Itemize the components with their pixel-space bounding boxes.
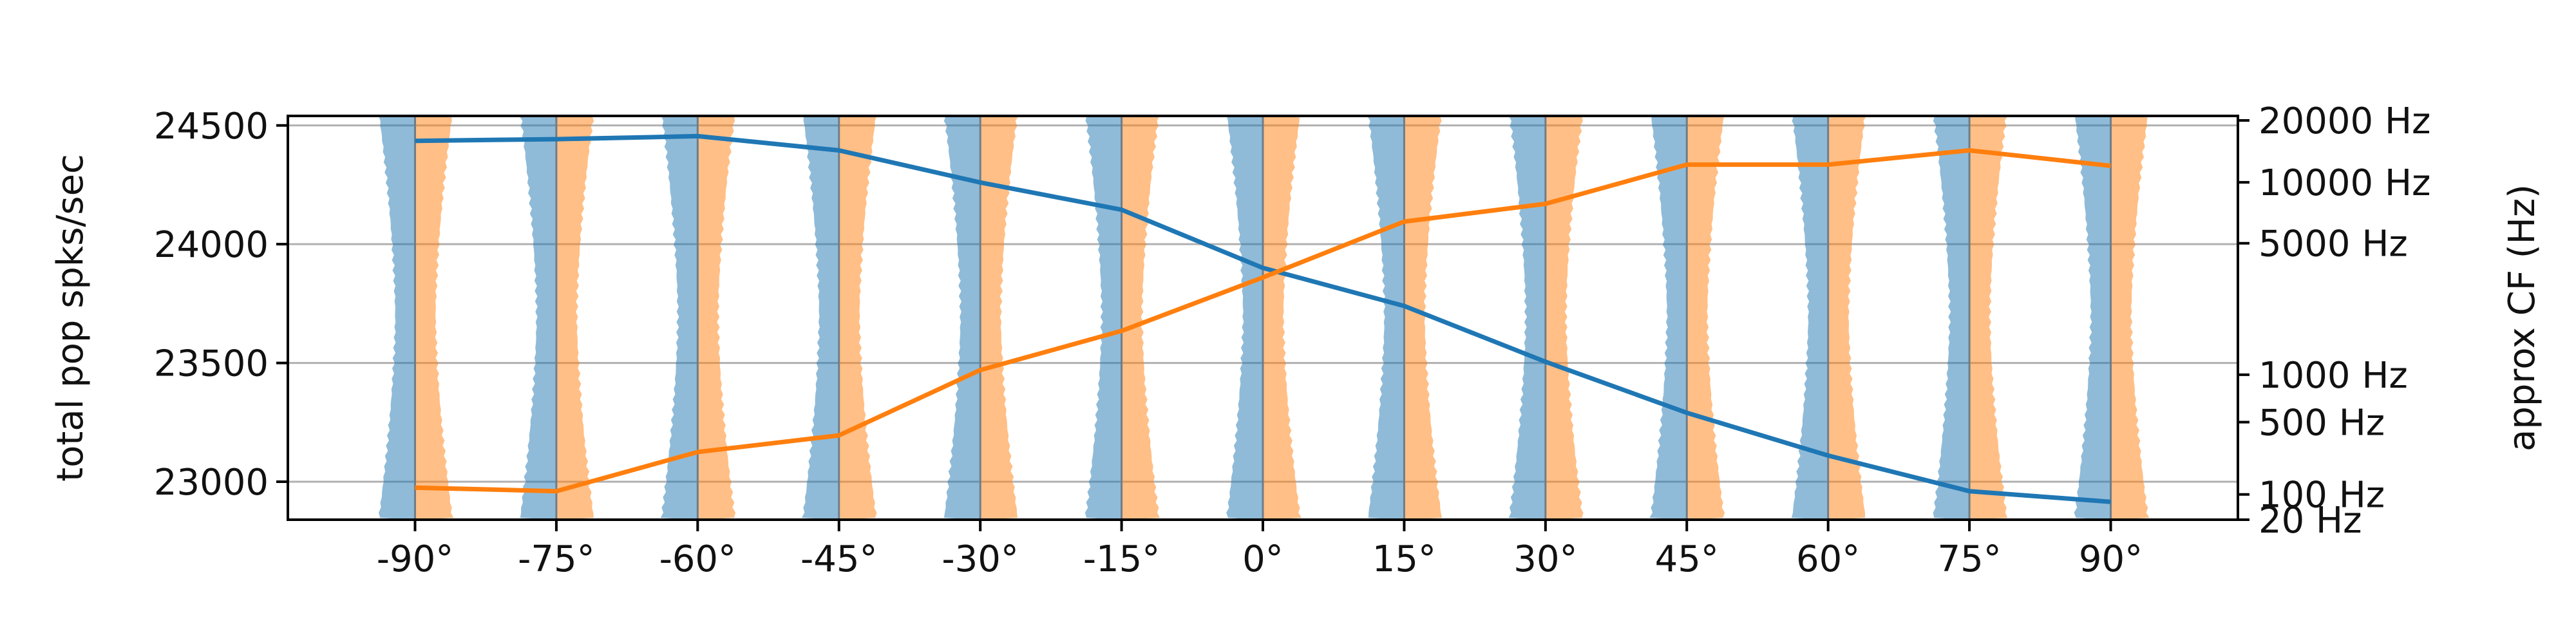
dist-right-12 <box>2110 116 2150 520</box>
x-tick-label: -15° <box>1083 538 1160 580</box>
x-tick-label: 15° <box>1372 538 1436 580</box>
x-tick-label: 45° <box>1655 538 1719 580</box>
dist-left-7 <box>1367 116 1405 520</box>
dist-left-6 <box>1226 116 1263 520</box>
y2-tick-label: 500 Hz <box>2259 402 2385 444</box>
dist-left-11 <box>1933 116 1970 520</box>
y-axis-left-title: total pop spks/sec <box>50 154 91 482</box>
y2-tick-label: 1000 Hz <box>2259 355 2408 397</box>
distribution-bands <box>378 116 2150 520</box>
x-tick-label: 30° <box>1513 538 1577 580</box>
dist-right-11 <box>1969 116 2008 520</box>
y-tick-label: 24500 <box>154 106 269 147</box>
dist-left-1 <box>519 116 556 520</box>
x-tick-label: 75° <box>1937 538 2001 580</box>
y2-tick-label: 20 Hz <box>2259 500 2362 542</box>
y2-tick-label: 5000 Hz <box>2259 223 2408 265</box>
dist-left-0 <box>378 116 415 520</box>
x-tick-label: -45° <box>800 538 877 580</box>
x-tick-label: -75° <box>518 538 594 580</box>
x-tick-label: 60° <box>1796 538 1860 580</box>
dist-right-5 <box>1121 116 1160 520</box>
dist-left-3 <box>801 116 839 520</box>
dist-right-3 <box>838 116 877 520</box>
dist-right-4 <box>980 116 1019 520</box>
dist-right-6 <box>1263 116 1302 520</box>
x-tick-label: -90° <box>377 538 453 580</box>
dist-right-8 <box>1545 116 1584 520</box>
series-line-0 <box>415 133 2111 504</box>
y2-tick-label: 20000 Hz <box>2259 100 2430 142</box>
series-line-1 <box>415 148 2111 494</box>
dist-left-5 <box>1084 116 1122 520</box>
dist-left-8 <box>1508 116 1546 520</box>
y-tick-label: 23500 <box>154 343 269 385</box>
x-tick-label: -60° <box>659 538 736 580</box>
dist-right-10 <box>1828 116 1867 520</box>
x-tick-label: 0° <box>1242 538 1283 580</box>
dist-right-0 <box>415 116 454 520</box>
y2-tick-label: 100 Hz <box>2259 475 2385 516</box>
dist-left-2 <box>660 116 698 520</box>
dist-left-9 <box>1649 116 1687 520</box>
y2-tick-label: 10000 Hz <box>2259 162 2430 204</box>
y-axis-right-title: approx CF (Hz) <box>2501 184 2543 451</box>
dist-left-4 <box>943 116 981 520</box>
x-tick-label: 90° <box>2079 538 2143 580</box>
dist-left-12 <box>2074 116 2111 520</box>
x-tick-label: -30° <box>942 538 1018 580</box>
series-lines <box>415 133 2111 504</box>
dist-right-9 <box>1687 116 1725 520</box>
dist-left-10 <box>1791 116 1828 520</box>
dist-right-2 <box>697 116 736 520</box>
y-tick-label: 23000 <box>154 462 269 504</box>
dist-right-1 <box>556 116 594 520</box>
y-axis-left-ticks: 23000 23500 24000 24500 <box>154 106 288 504</box>
dist-right-7 <box>1404 116 1442 520</box>
y-tick-label: 24000 <box>154 224 269 266</box>
x-axis-ticks: -90° -75° -60° -45° -30° -15° 0° 15° 30° 45° 60° 75… <box>377 520 2143 580</box>
